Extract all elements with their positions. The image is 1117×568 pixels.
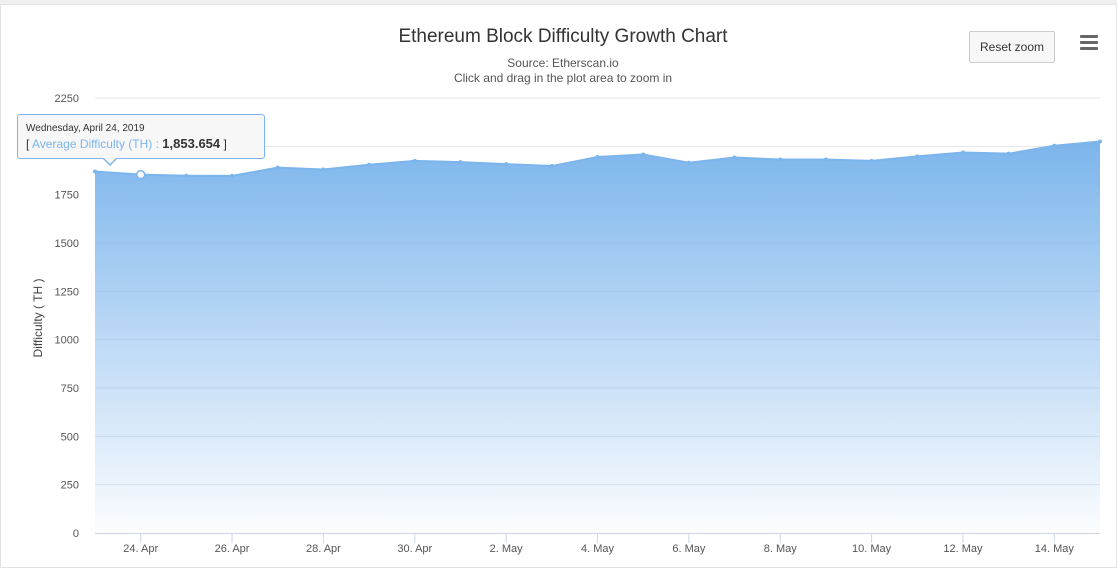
data-point[interactable] <box>184 173 189 178</box>
x-tick-label: 14. May <box>1035 543 1075 555</box>
data-point[interactable] <box>412 158 417 163</box>
data-point[interactable] <box>458 160 463 165</box>
tooltip-arrow-inner <box>103 157 117 164</box>
data-point[interactable] <box>732 155 737 160</box>
data-point[interactable] <box>686 160 691 165</box>
hamburger-menu-icon[interactable] <box>1078 35 1100 53</box>
tooltip-value: 1,853.654 <box>162 136 221 151</box>
y-axis: 0 250 500 750 1000 1250 1500 1750 2250 <box>55 93 79 540</box>
x-tick-label: 8. May <box>764 543 798 555</box>
x-tick-label: 6. May <box>672 543 706 555</box>
data-point[interactable] <box>595 154 600 159</box>
y-tick-label: 1500 <box>55 238 79 250</box>
x-tick-label: 4. May <box>581 543 615 555</box>
chart-source: Source: Etherscan.io <box>507 56 619 70</box>
x-tick-label: 12. May <box>943 543 983 555</box>
x-tick-label: 30. Apr <box>397 543 432 555</box>
tooltip-close-bracket: ] <box>223 137 227 151</box>
data-point[interactable] <box>504 162 509 167</box>
data-point[interactable] <box>823 157 828 162</box>
y-tick-label: 500 <box>61 431 79 443</box>
zoom-hint: Click and drag in the plot area to zoom … <box>453 71 673 85</box>
data-point[interactable] <box>960 150 965 155</box>
data-point[interactable] <box>321 167 326 172</box>
data-point-hovered[interactable] <box>135 169 146 180</box>
data-point[interactable] <box>915 154 920 159</box>
x-tick-label: 10. May <box>852 543 892 555</box>
tooltip-series-label: Average Difficulty (TH) : <box>32 137 159 151</box>
data-point[interactable] <box>1006 151 1011 156</box>
x-tick-label: 24. Apr <box>123 543 158 555</box>
x-axis: 24. Apr 26. Apr 28. Apr 30. Apr 2. May 4. May… <box>95 533 1100 555</box>
data-point[interactable] <box>549 164 554 169</box>
tooltip-open-bracket: [ <box>26 137 30 151</box>
data-point[interactable] <box>869 158 874 163</box>
data-point[interactable] <box>778 157 783 162</box>
y-tick-label: 2250 <box>55 93 79 105</box>
y-tick-label: 0 <box>73 528 79 540</box>
y-tick-label: 250 <box>61 480 79 492</box>
y-tick-label: 750 <box>61 383 79 395</box>
data-point[interactable] <box>275 165 280 170</box>
chart-subtitle: Source: Etherscan.io Click and drag in t… <box>0 56 1117 86</box>
y-tick-label: 1250 <box>55 286 79 298</box>
series-points <box>93 139 1102 180</box>
tooltip-line: [ Average Difficulty (TH) : 1,853.654 ] <box>26 135 256 153</box>
reset-zoom-button[interactable]: Reset zoom <box>969 31 1055 63</box>
data-point[interactable] <box>1098 139 1102 144</box>
tooltip: Wednesday, April 24, 2019 [ Average Diff… <box>17 114 265 166</box>
x-tick-label: 26. Apr <box>215 543 250 555</box>
area-fill <box>95 141 1100 533</box>
data-point[interactable] <box>641 152 646 157</box>
y-tick-label: 1750 <box>55 190 79 202</box>
data-point[interactable] <box>230 173 235 178</box>
y-axis-title: Difficulty ( TH ) <box>31 279 45 358</box>
x-tick-label: 2. May <box>490 543 524 555</box>
series-area <box>94 140 1101 533</box>
x-tick-label: 28. Apr <box>306 543 341 555</box>
y-tick-label: 1000 <box>55 335 79 347</box>
data-point[interactable] <box>93 169 97 174</box>
tooltip-date: Wednesday, April 24, 2019 <box>26 123 145 134</box>
data-point[interactable] <box>1052 143 1057 148</box>
chart-title: Ethereum Block Difficulty Growth Chart <box>398 26 728 47</box>
data-point[interactable] <box>367 162 372 167</box>
